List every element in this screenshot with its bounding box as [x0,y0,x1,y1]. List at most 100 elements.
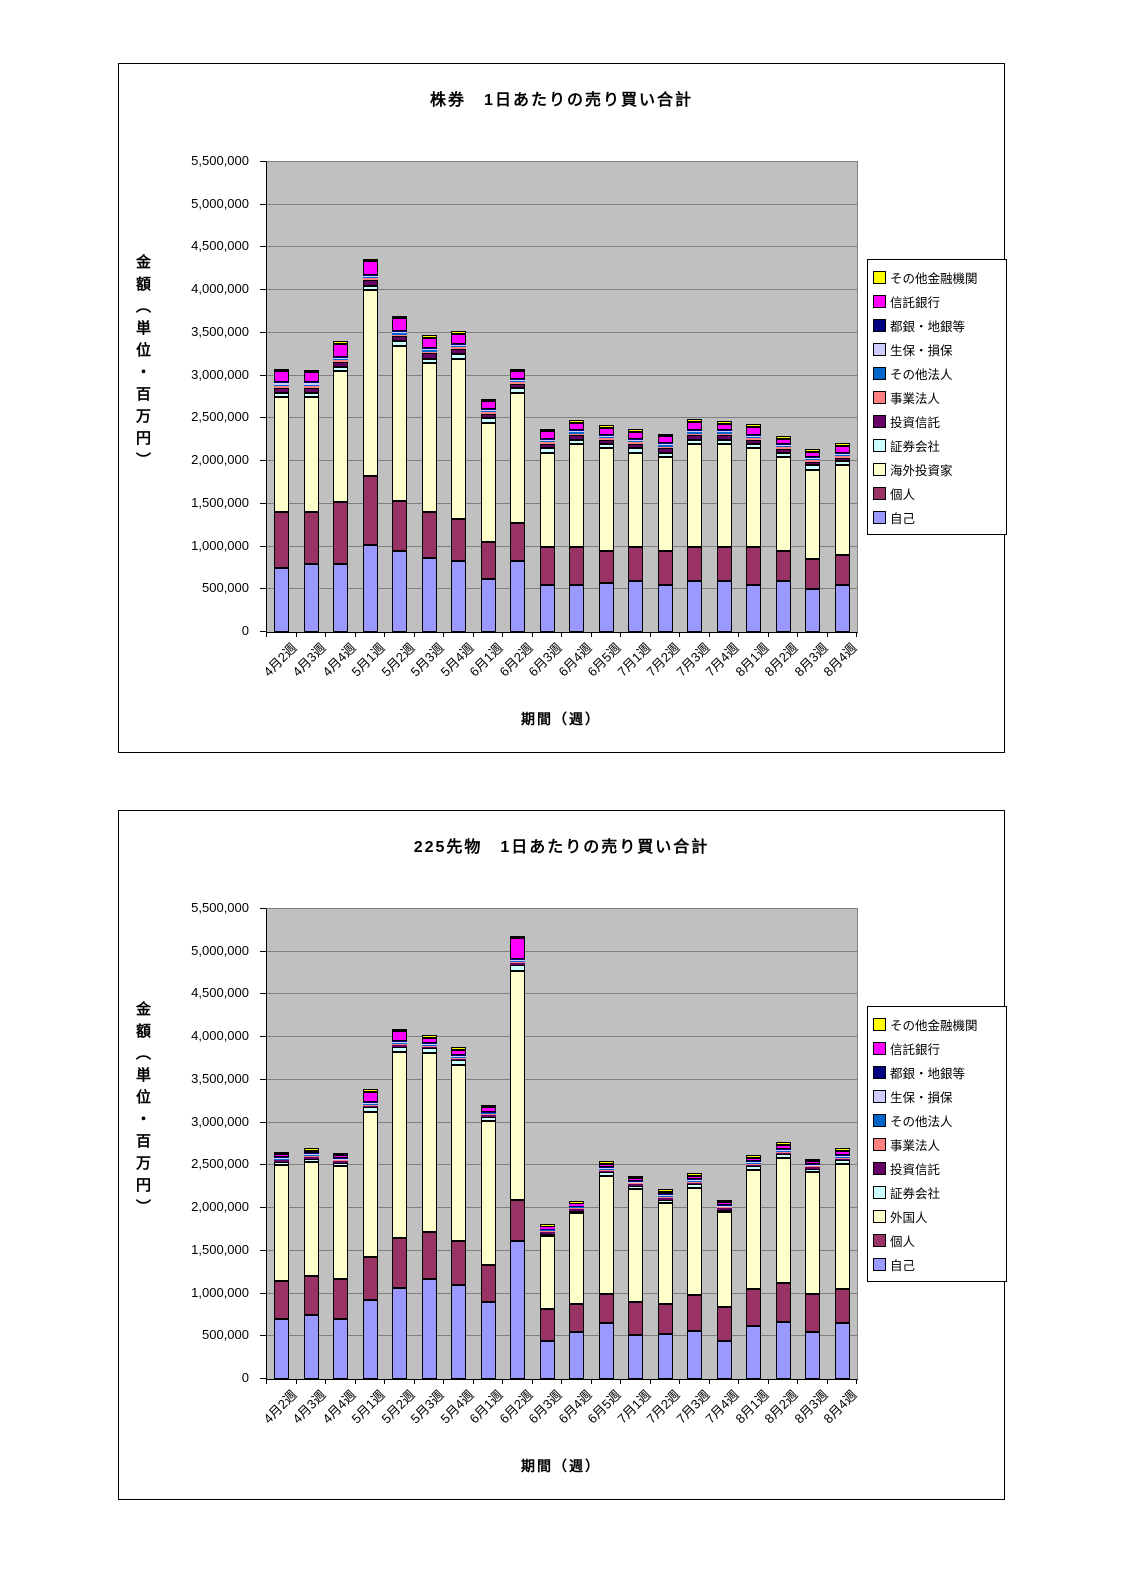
bar-segment-海外投資家 [303,397,319,513]
bar-segment-その他法人 [303,384,319,386]
stacked-bar [274,162,290,632]
bar-segment-信託銀行 [480,401,496,409]
x-tick-mark [266,1379,267,1384]
bar-segment-海外投資家 [687,444,703,547]
bar-segment-海外投資家 [716,444,732,547]
legend-item: その他法人 [870,1108,1004,1132]
gridline [267,502,857,504]
stacked-bar [687,162,703,632]
legend-label: その他法人 [890,367,953,382]
legend-item: 投資信託 [870,409,1004,433]
bar-segment-都銀・地銀等 [510,959,526,961]
bar-segment-生保・損保 [657,444,673,446]
legend-label: その他金融機関 [890,271,978,286]
bar-segment-海外投資家 [746,448,762,547]
bar-segment-投資信託 [274,1160,290,1162]
bar-segment-投資信託 [628,1184,644,1186]
x-tick-mark [797,632,798,637]
x-tick-mark [708,632,710,637]
bar-segment-事業法人 [392,334,408,337]
stacked-bar [805,162,821,632]
stacked-bar [716,162,732,632]
bar-segment-自己 [598,1323,614,1379]
x-tick-mark [325,1379,326,1384]
bar-segment-証券会社 [274,392,290,397]
legend-label: 投資信託 [890,415,941,430]
bar-segment-その他法人 [657,1196,673,1197]
gridline [267,203,857,205]
bar-segment-海外投資家 [598,448,614,551]
bar-segment-証券会社 [421,1048,437,1053]
bar-segment-証券会社 [657,452,673,457]
chart-title: 225先物 1日あたりの売り買い合計 [413,839,710,856]
bar-segment-証券会社 [598,1172,614,1176]
bar-segment-信託銀行 [539,1226,555,1229]
stacked-bar [451,162,467,632]
x-tick-mark [620,632,621,637]
bar-segment-信託銀行 [362,261,378,275]
legend-item: 自己 [870,505,1004,529]
bar-segment-その他法人 [746,436,762,439]
chart-title: 株券 1日あたりの売り買い合計 [430,92,693,109]
bar-segment-証券会社 [834,1160,850,1164]
bar-segment-個人 [687,1295,703,1332]
bar-segment-自己 [746,585,762,632]
stacked-bar [746,162,762,632]
bar-segment-自己 [716,580,732,632]
bar-segment-都銀・地銀等 [421,348,437,350]
y-tick-mark [260,588,266,590]
bar-segment-生保・損保 [274,1157,290,1159]
bar-segment-投資信託 [421,353,437,359]
bar-segment-その他法人 [628,441,644,443]
bar-segment-その他金融機関 [569,420,585,423]
bar-segment-都銀・地銀等 [392,1041,408,1043]
bar-segment-証券会社 [805,465,821,470]
bar-segment-事業法人 [510,382,526,385]
x-tick-mark [531,1379,533,1384]
bar-segment-その他金融機関 [510,935,526,939]
bar-segment-証券会社 [451,1060,467,1065]
y-tick-label: 1,000,000 [191,537,249,553]
bar-segment-投資信託 [510,962,526,965]
bar-segment-自己 [303,563,319,632]
bar-segment-その他金融機関 [362,1089,378,1092]
bar-segment-生保・損保 [392,1042,408,1044]
bar-segment-証券会社 [392,1046,408,1052]
bar-segment-その他金融機関 [333,1152,349,1156]
bar-segment-生保・損保 [451,344,467,347]
legend-label: 個人 [890,1234,916,1249]
bar-segment-個人 [333,1279,349,1320]
x-tick-mark [325,632,326,637]
bar-segment-都銀・地銀等 [392,331,408,333]
bar-segment-その他法人 [746,1162,762,1164]
bar-segment-その他法人 [510,381,526,383]
bar-segment-外国人 [775,1157,791,1284]
y-tick-mark [260,1378,266,1379]
bar-segment-その他法人 [687,1180,703,1182]
bar-segment-その他金融機関 [834,443,850,446]
bar-segment-自己 [834,585,850,632]
bar-segment-その他金融機関 [510,368,526,372]
x-tick-mark [295,1379,297,1384]
legend-item: その他法人 [870,361,1004,385]
y-tick-mark [260,374,266,376]
bar-segment-生保・損保 [539,1229,555,1231]
x-tick-mark [531,632,533,637]
bar-segment-投資信託 [392,336,408,342]
bar-segment-生保・損保 [687,431,703,433]
bar-segment-投資信託 [834,1158,850,1161]
bar-segment-自己 [539,585,555,632]
bar-segment-証券会社 [480,418,496,423]
stacked-bar [421,909,437,1379]
bar-segment-証券会社 [421,358,437,363]
stacked-bar [539,909,555,1379]
bar-segment-外国人 [421,1052,437,1233]
bar-segment-都銀・地銀等 [834,452,850,454]
bar-segment-投資信託 [657,448,673,453]
x-tick-mark [413,1379,415,1384]
bar-segment-投資信託 [805,461,821,466]
bar-segment-自己 [716,1340,732,1379]
x-tick-mark [767,1379,769,1384]
bar-segment-生保・損保 [510,960,526,962]
